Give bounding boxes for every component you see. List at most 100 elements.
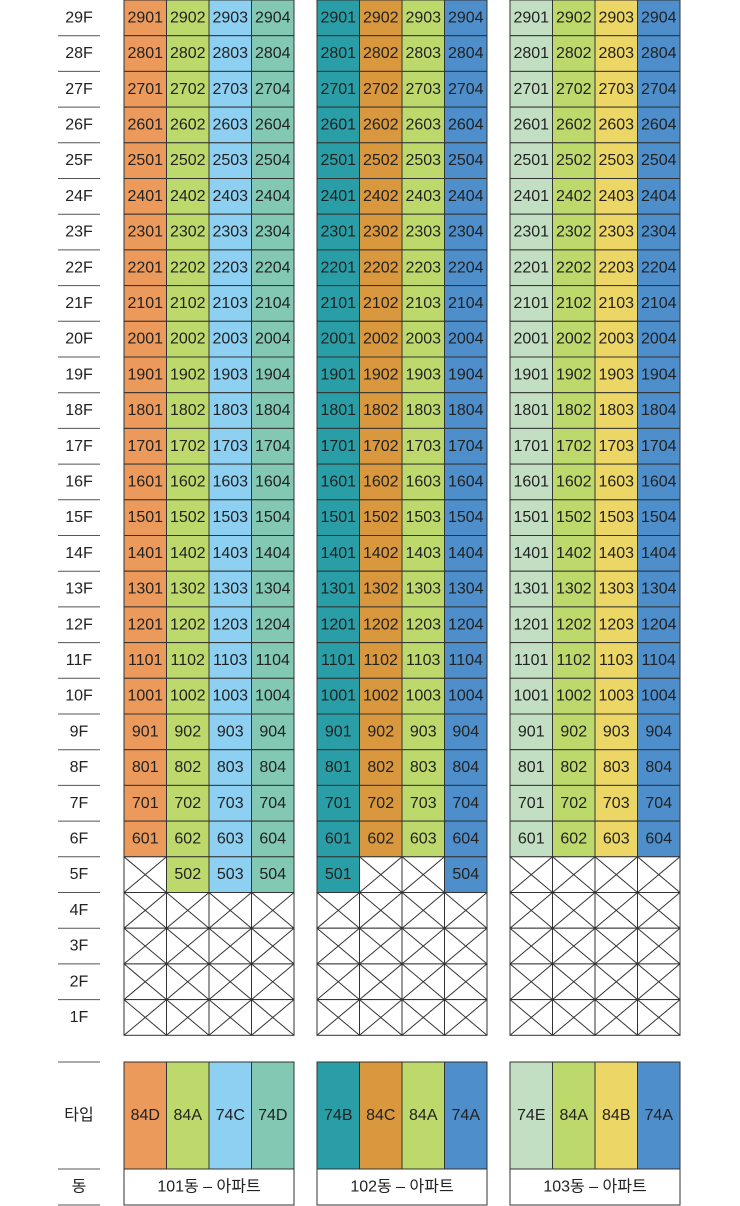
empty-cross-line bbox=[316, 892, 360, 929]
unit-cell bbox=[166, 463, 210, 501]
unit-number: 1804 bbox=[641, 402, 677, 419]
unit-number: 1902 bbox=[556, 366, 592, 383]
floor-label: 15F bbox=[65, 509, 93, 526]
type-label: 74B bbox=[324, 1107, 352, 1124]
unit-number: 2701 bbox=[127, 81, 163, 98]
unit-cell bbox=[594, 784, 638, 822]
unit-cell bbox=[316, 320, 360, 358]
unit-number: 701 bbox=[325, 795, 352, 812]
unit-cell bbox=[251, 213, 295, 251]
unit-cell bbox=[637, 535, 681, 572]
unit-number: 1703 bbox=[598, 438, 634, 455]
unit-number: 803 bbox=[217, 759, 244, 776]
unit-cell bbox=[359, 392, 403, 429]
unit-cell bbox=[401, 677, 445, 715]
unit-number: 902 bbox=[174, 723, 201, 740]
unit-number: 2202 bbox=[363, 259, 399, 276]
unit-number: 602 bbox=[174, 830, 201, 847]
empty-cross-line bbox=[401, 892, 445, 929]
floor-label: 7F bbox=[70, 795, 89, 812]
unit-number: 2101 bbox=[127, 295, 163, 312]
empty-cross-line bbox=[166, 963, 210, 1000]
unit-cell bbox=[251, 106, 295, 144]
unit-cell bbox=[251, 392, 295, 429]
unit-cell bbox=[251, 606, 295, 644]
empty-cross-line bbox=[637, 892, 681, 929]
unit-number: 1403 bbox=[405, 545, 441, 562]
unit-number: 1404 bbox=[641, 545, 677, 562]
unit-number: 2202 bbox=[170, 259, 206, 276]
unit-number: 2703 bbox=[212, 81, 248, 98]
unit-number: 1401 bbox=[320, 545, 356, 562]
unit-cell bbox=[637, 356, 681, 394]
unit-cell bbox=[208, 820, 252, 858]
unit-number: 1302 bbox=[556, 581, 592, 598]
empty-cross-line bbox=[594, 999, 638, 1036]
unit-cell bbox=[166, 392, 210, 429]
unit-number: 2103 bbox=[598, 295, 634, 312]
unit-number: 2103 bbox=[212, 295, 248, 312]
floor-label: 25F bbox=[65, 152, 93, 169]
empty-cross-line bbox=[552, 927, 596, 965]
floor-label: 10F bbox=[65, 688, 93, 705]
unit-number: 2701 bbox=[513, 81, 549, 98]
unit-cell bbox=[401, 106, 445, 144]
empty-cross-line bbox=[401, 963, 445, 1000]
unit-cell bbox=[123, 70, 167, 108]
unit-number: 804 bbox=[259, 759, 286, 776]
empty-cross-line bbox=[359, 856, 403, 893]
unit-cell bbox=[316, 677, 360, 715]
unit-cell bbox=[123, 606, 167, 644]
unit-number: 2401 bbox=[320, 188, 356, 205]
unit-cell bbox=[444, 499, 488, 536]
unit-cell bbox=[444, 606, 488, 644]
empty-cross-line bbox=[509, 892, 553, 929]
unit-number: 504 bbox=[259, 866, 286, 883]
type-label: 74A bbox=[645, 1107, 674, 1124]
empty-cross-line bbox=[401, 999, 445, 1036]
type-label: 74E bbox=[517, 1107, 545, 1124]
empty-cross-line bbox=[594, 856, 638, 893]
unit-number: 2601 bbox=[513, 116, 549, 133]
unit-number: 2903 bbox=[212, 9, 248, 26]
empty-cross-line bbox=[509, 963, 553, 1000]
unit-number: 2801 bbox=[127, 45, 163, 62]
unit-cell bbox=[444, 820, 488, 858]
unit-number: 2001 bbox=[320, 331, 356, 348]
unit-number: 602 bbox=[367, 830, 394, 847]
unit-number: 1903 bbox=[212, 366, 248, 383]
unit-cell bbox=[444, 749, 488, 786]
unit-cell bbox=[637, 392, 681, 429]
unit-number: 1002 bbox=[363, 688, 399, 705]
unit-cell bbox=[637, 713, 681, 751]
unit-cell bbox=[444, 213, 488, 251]
unit-number: 2904 bbox=[255, 9, 291, 26]
unit-cell bbox=[251, 499, 295, 536]
unit-number: 1004 bbox=[641, 688, 677, 705]
unit-number: 2101 bbox=[320, 295, 356, 312]
unit-cell bbox=[509, 535, 553, 572]
empty-cross-line bbox=[509, 999, 553, 1036]
unit-number: 1702 bbox=[363, 438, 399, 455]
unit-cell bbox=[401, 0, 445, 37]
unit-number: 1004 bbox=[255, 688, 291, 705]
unit-cell bbox=[251, 749, 295, 786]
unit-number: 2603 bbox=[405, 116, 441, 133]
unit-number: 2602 bbox=[170, 116, 206, 133]
unit-number: 2504 bbox=[641, 152, 677, 169]
empty-cross-line bbox=[316, 963, 360, 1000]
unit-number: 2704 bbox=[641, 81, 677, 98]
unit-cell bbox=[123, 784, 167, 822]
unit-cell bbox=[552, 713, 596, 751]
empty-cross-line bbox=[444, 963, 488, 1000]
unit-cell bbox=[123, 677, 167, 715]
unit-number: 1904 bbox=[448, 366, 484, 383]
unit-cell bbox=[444, 642, 488, 679]
type-cell bbox=[208, 1061, 252, 1170]
unit-number: 1503 bbox=[212, 509, 248, 526]
unit-number: 2604 bbox=[448, 116, 484, 133]
unit-number: 2103 bbox=[405, 295, 441, 312]
unit-number: 1802 bbox=[170, 402, 206, 419]
unit-number: 2902 bbox=[363, 9, 399, 26]
unit-number: 601 bbox=[518, 830, 545, 847]
